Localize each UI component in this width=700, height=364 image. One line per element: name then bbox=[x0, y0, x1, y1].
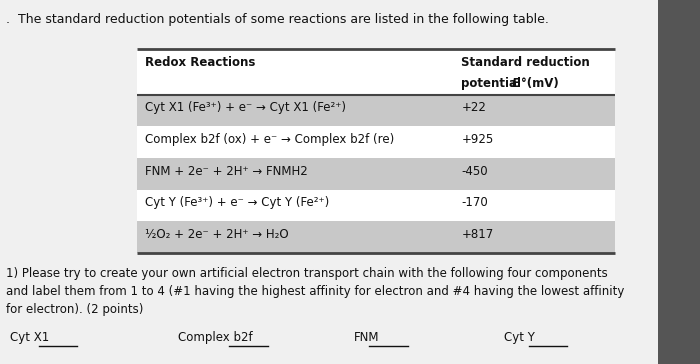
Text: ½O₂ + 2e⁻ + 2H⁺ → H₂O: ½O₂ + 2e⁻ + 2H⁺ → H₂O bbox=[145, 228, 288, 241]
Text: FNM + 2e⁻ + 2H⁺ → FNMH2: FNM + 2e⁻ + 2H⁺ → FNMH2 bbox=[145, 165, 307, 178]
Bar bbox=[136, 95, 615, 126]
Text: Complex b2f: Complex b2f bbox=[178, 331, 253, 344]
Text: .  The standard reduction potentials of some reactions are listed in the followi: . The standard reduction potentials of s… bbox=[6, 13, 549, 26]
Text: °(mV): °(mV) bbox=[521, 77, 559, 90]
Text: potential: potential bbox=[461, 77, 526, 90]
Bar bbox=[136, 158, 615, 190]
Bar bbox=[658, 0, 700, 364]
Text: E: E bbox=[512, 77, 520, 90]
Bar bbox=[136, 221, 615, 253]
Text: +817: +817 bbox=[461, 228, 493, 241]
Text: Cyt Y (Fe³⁺) + e⁻ → Cyt Y (Fe²⁺): Cyt Y (Fe³⁺) + e⁻ → Cyt Y (Fe²⁺) bbox=[145, 196, 329, 209]
Text: +22: +22 bbox=[461, 101, 486, 114]
Text: Standard reduction: Standard reduction bbox=[461, 56, 590, 69]
Text: Redox Reactions: Redox Reactions bbox=[145, 56, 256, 69]
Text: -170: -170 bbox=[461, 196, 488, 209]
Text: +925: +925 bbox=[461, 133, 493, 146]
Text: FNM: FNM bbox=[354, 331, 379, 344]
Text: 1) Please try to create your own artificial electron transport chain with the fo: 1) Please try to create your own artific… bbox=[6, 267, 624, 316]
Text: Cyt Y: Cyt Y bbox=[504, 331, 535, 344]
Text: Complex b2f (ox) + e⁻ → Complex b2f (re): Complex b2f (ox) + e⁻ → Complex b2f (re) bbox=[145, 133, 394, 146]
Bar bbox=[136, 126, 615, 158]
Text: Cyt X1 (Fe³⁺) + e⁻ → Cyt X1 (Fe²⁺): Cyt X1 (Fe³⁺) + e⁻ → Cyt X1 (Fe²⁺) bbox=[145, 101, 346, 114]
Text: -450: -450 bbox=[461, 165, 488, 178]
Bar bbox=[136, 190, 615, 221]
Text: Cyt X1: Cyt X1 bbox=[10, 331, 49, 344]
